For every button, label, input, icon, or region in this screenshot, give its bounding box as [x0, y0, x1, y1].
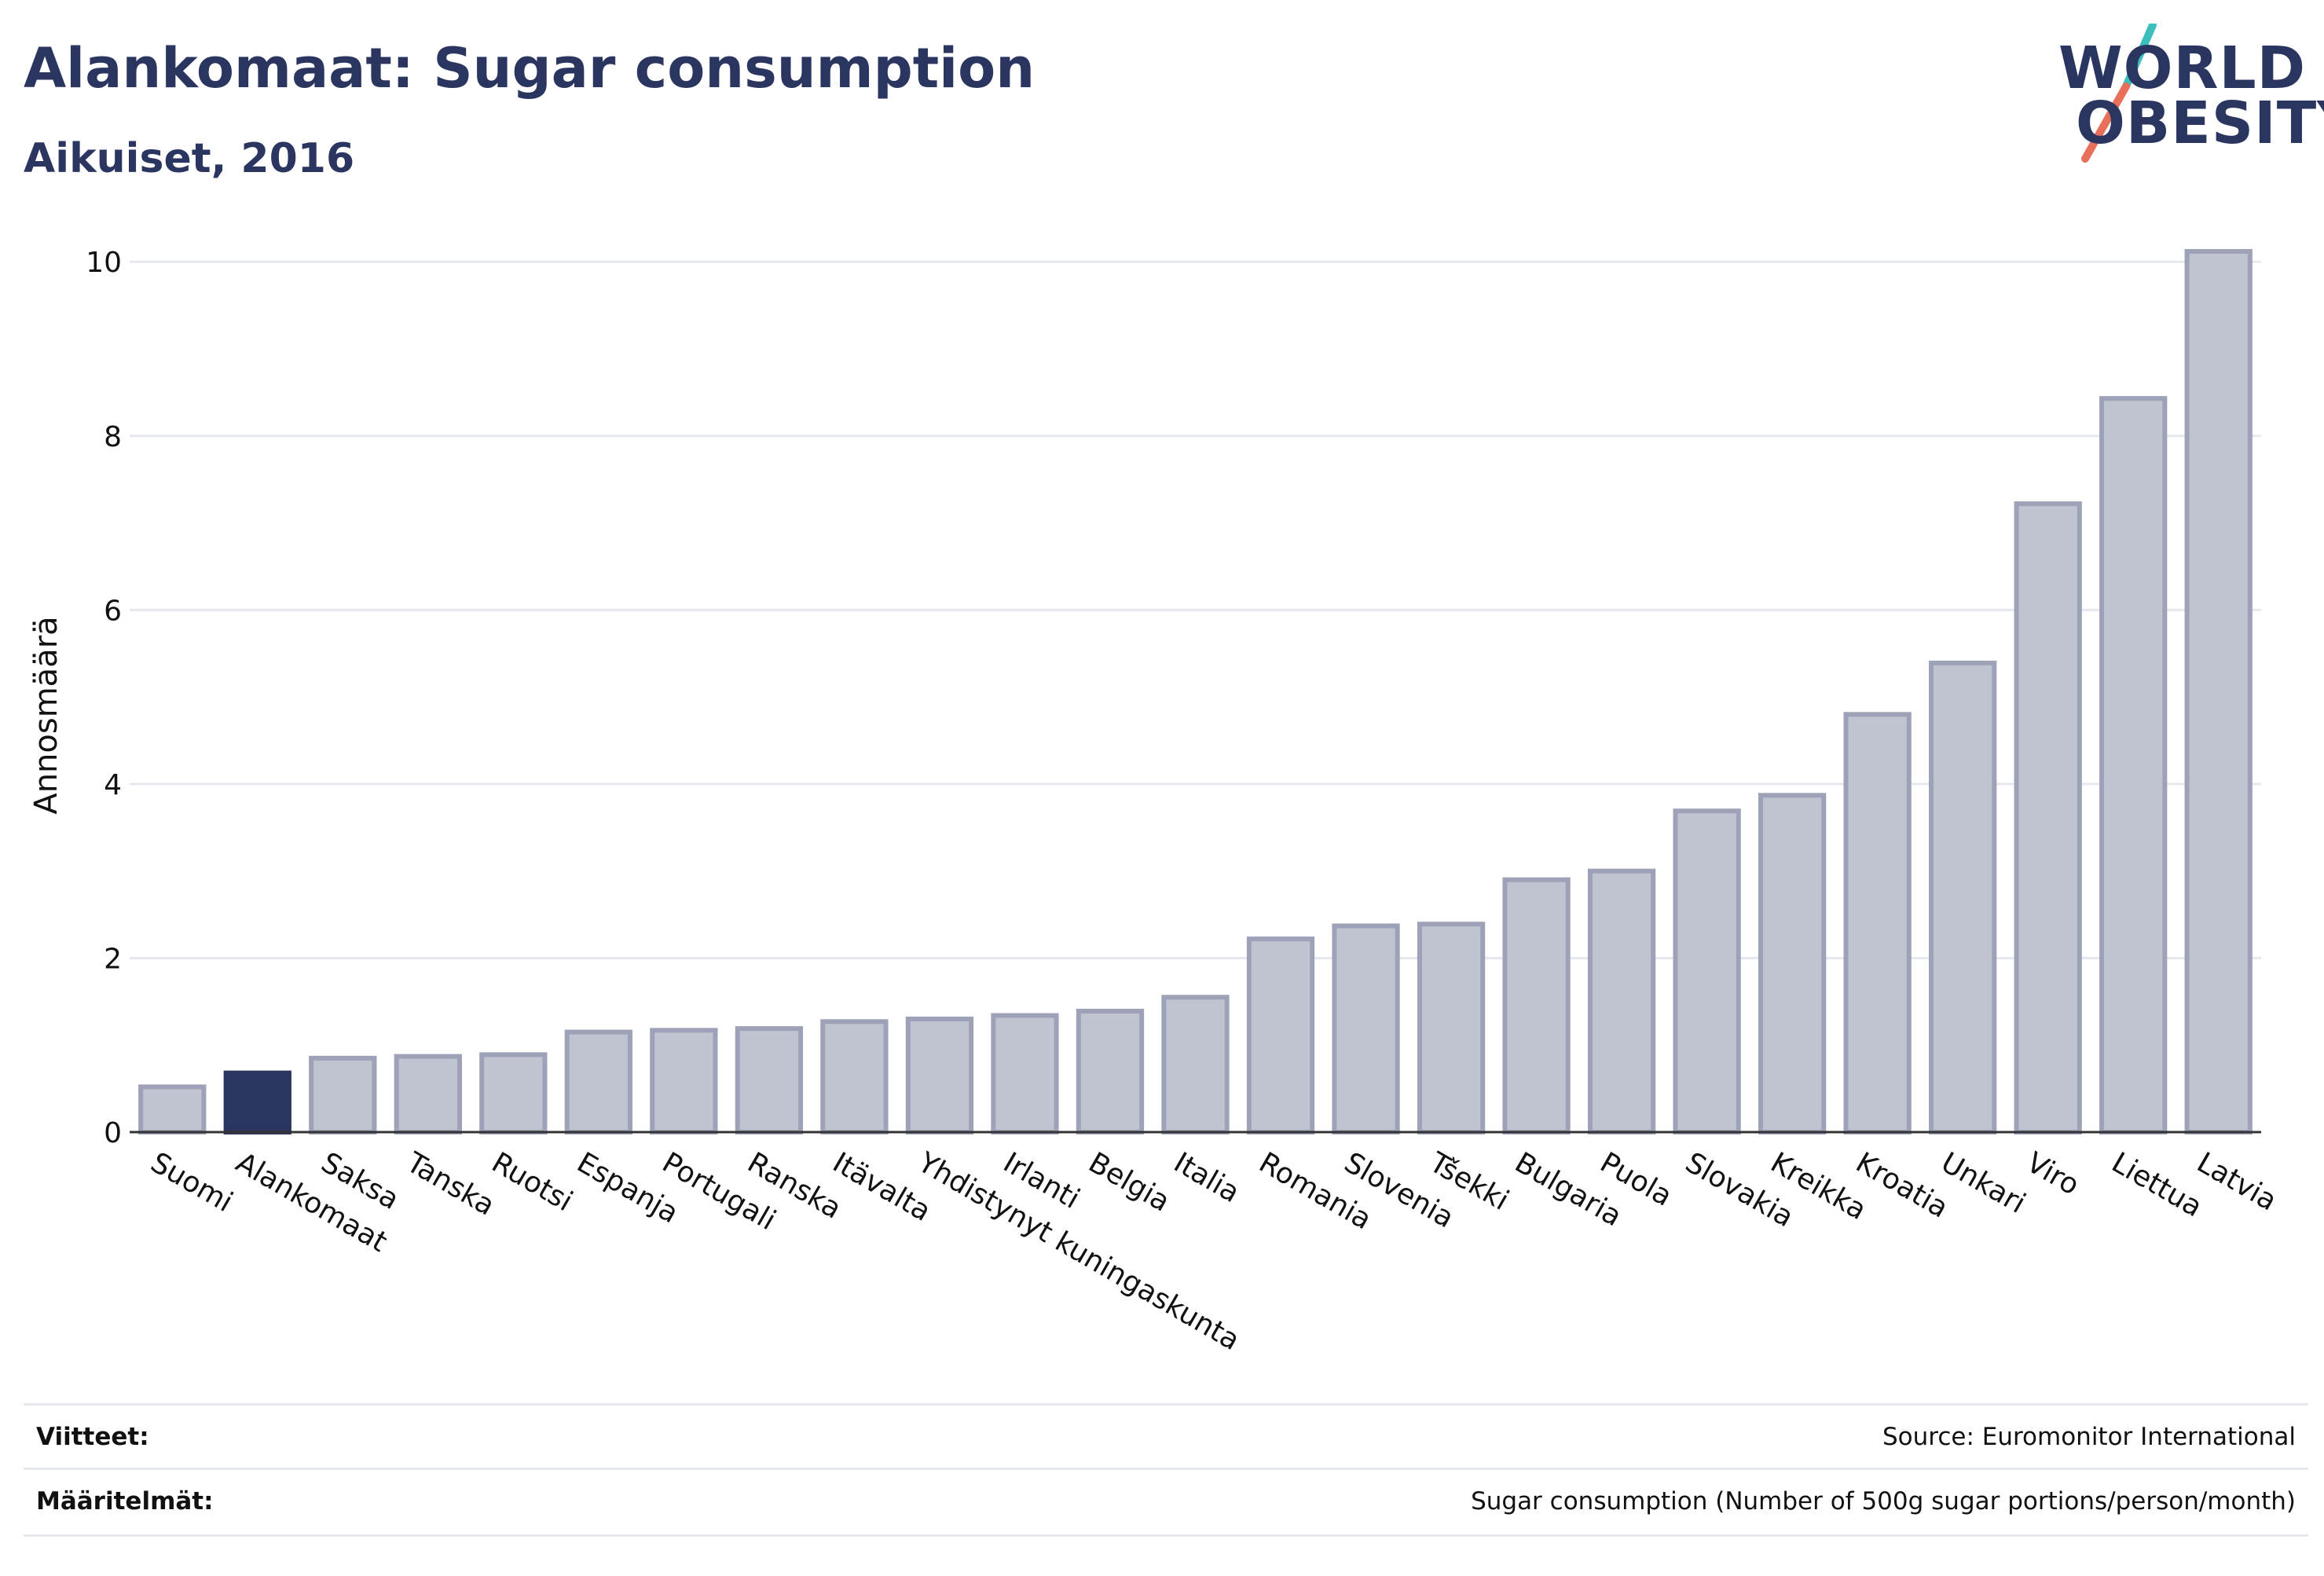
x-tick-label: Viro: [2021, 1146, 2084, 1201]
x-tick-label: Suomi: [145, 1146, 238, 1219]
x-axis-labels: SuomiAlankomaatSaksaTanskaRuotsiEspanjaP…: [145, 1146, 2282, 1357]
logo-text-world: WORLD: [2058, 35, 2307, 102]
bar-romania[interactable]: [1246, 936, 1315, 1134]
y-tick-label: 8: [104, 421, 122, 453]
bar-yhdistynyt-kuningaskunta[interactable]: [905, 1016, 974, 1134]
bar-slovenia[interactable]: [1332, 923, 1400, 1134]
footer-definitions-row: Määritelmät: Sugar consumption (Number o…: [24, 1468, 2308, 1537]
bar-portugali[interactable]: [650, 1028, 718, 1134]
bar-liettua[interactable]: [2099, 396, 2168, 1135]
y-tick-label: 6: [104, 595, 122, 627]
bar-kreikka[interactable]: [1758, 793, 1827, 1134]
y-tick-label: 0: [104, 1117, 122, 1149]
x-tick-label: Tanska: [400, 1146, 500, 1222]
bar-saksa[interactable]: [309, 1055, 377, 1135]
bar-tanska[interactable]: [394, 1054, 462, 1134]
bar-ruotsi[interactable]: [479, 1052, 548, 1134]
y-axis-title: Annosmäärä: [28, 616, 64, 814]
bar-puola[interactable]: [1587, 868, 1656, 1135]
bar-kroatia[interactable]: [1843, 712, 1912, 1134]
page-title: Alankomaat: Sugar consumption: [24, 36, 1036, 101]
definitions-label: Määritelmät:: [36, 1487, 214, 1516]
world-obesity-logo: WORLD OBESITY: [2043, 24, 2324, 165]
references-value: Source: Euromonitor International: [1882, 1423, 2296, 1451]
logo-slash-icon: [2081, 24, 2157, 163]
definitions-value: Sugar consumption (Number of 500g sugar …: [1471, 1487, 2296, 1516]
x-tick-label: Kroatia: [1850, 1146, 1953, 1224]
references-label: Viitteet:: [36, 1423, 149, 1451]
x-tick-label: Latvia: [2191, 1146, 2282, 1217]
x-tick-label: Italia: [1168, 1146, 1244, 1209]
y-axis-ticks: 0 2 4 6 8 10: [86, 247, 122, 1149]
bar-tšekki[interactable]: [1417, 922, 1486, 1134]
bar-latvia[interactable]: [2184, 248, 2253, 1134]
page-subtitle: Aikuiset, 2016: [24, 135, 355, 182]
bar-unkari[interactable]: [1929, 660, 1997, 1134]
x-tick-label: Unkari: [1936, 1146, 2031, 1220]
bar-irlanti[interactable]: [991, 1013, 1059, 1134]
bar-espanja[interactable]: [564, 1029, 633, 1135]
x-tick-label: Belgia: [1083, 1146, 1175, 1218]
y-tick-label: 2: [104, 943, 122, 975]
y-tick-label: 4: [104, 769, 122, 801]
x-tick-label: Liettua: [2106, 1146, 2208, 1223]
bars: [138, 248, 2253, 1135]
bar-chart: 0 2 4 6 8 10 SuomiAlankomaatSaksaTanskaRuotsi…: [28, 247, 2282, 1357]
bar-belgia[interactable]: [1076, 1009, 1145, 1134]
x-tick-label: Itävalta: [827, 1146, 937, 1228]
bar-slovakia[interactable]: [1673, 808, 1741, 1135]
bar-bulgaria[interactable]: [1502, 877, 1571, 1134]
x-tick-label: Ruotsi: [486, 1146, 578, 1218]
bar-itävalta[interactable]: [820, 1019, 889, 1134]
bar-ranska[interactable]: [735, 1026, 804, 1135]
logo-text-obesity: OBESITY: [2076, 90, 2324, 157]
bar-suomi[interactable]: [138, 1084, 207, 1134]
bar-alankomaat[interactable]: [223, 1070, 291, 1135]
y-tick-label: 10: [86, 247, 122, 279]
footer-references-row: Viitteet: Source: Euromonitor Internatio…: [24, 1403, 2308, 1470]
bar-italia[interactable]: [1161, 995, 1230, 1135]
bar-viro[interactable]: [2014, 501, 2082, 1134]
